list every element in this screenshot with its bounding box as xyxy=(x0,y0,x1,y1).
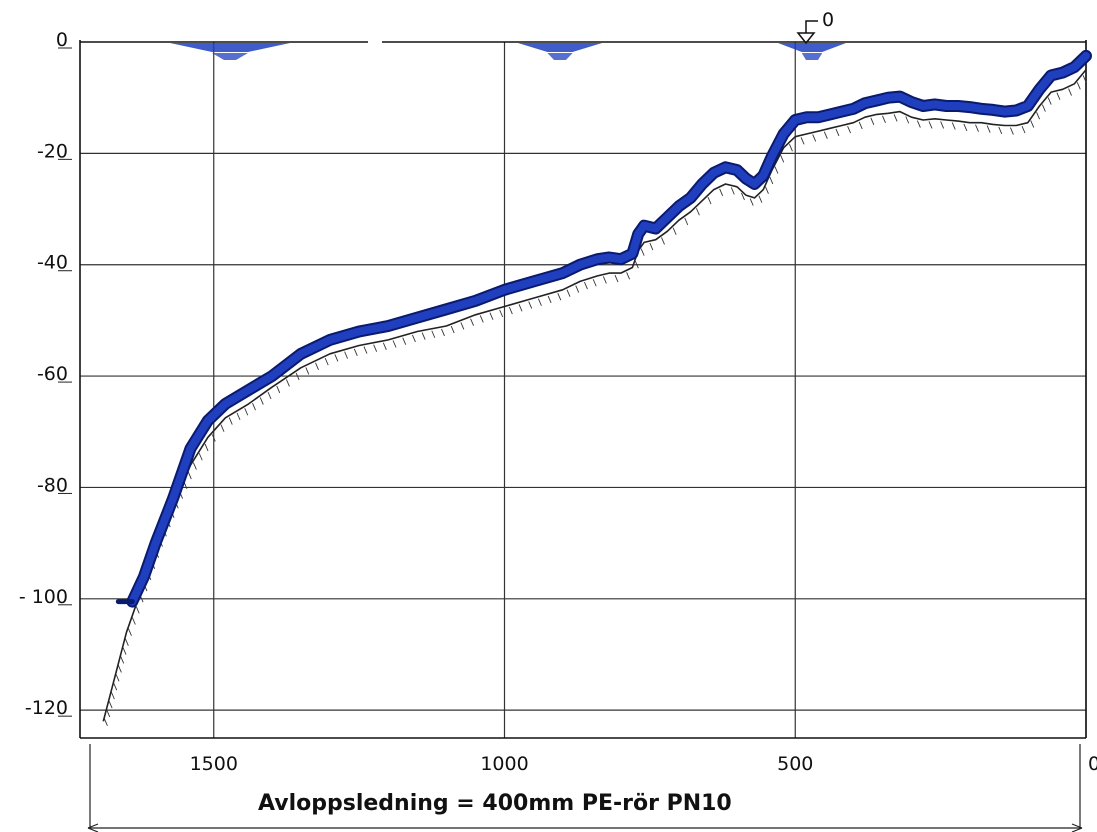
x-tick-label-1: 1000 xyxy=(480,753,528,775)
water-level-label: 0 xyxy=(822,9,834,31)
y-axis-ticks: 0 -20 -40 -60 -80 - 100 -120 xyxy=(19,29,72,719)
water-ripple-2 xyxy=(778,43,846,60)
dimension-arrow-right xyxy=(1071,823,1083,832)
y-tick-label-4: -80 xyxy=(37,474,68,496)
x-tick-label-2: 500 xyxy=(777,753,813,775)
chart-caption: Avloppsledning = 400mm PE-rör PN10 xyxy=(258,791,732,816)
y-tick-label-1: -20 xyxy=(37,140,68,162)
dimension-arrow-left xyxy=(87,823,99,832)
dimension-line xyxy=(87,744,1083,832)
seabed-line xyxy=(102,69,1087,722)
plot-frame xyxy=(79,40,1087,739)
pipeline-profile xyxy=(115,49,1092,608)
water-level-marker: 0 xyxy=(796,9,834,45)
water-level-leader xyxy=(805,20,818,33)
grid xyxy=(80,42,1087,738)
water-ripple-1 xyxy=(518,43,602,60)
seabed-profile xyxy=(102,69,1087,727)
x-tick-label-3: 0 xyxy=(1088,753,1097,775)
x-axis-ticks: 1500 1000 500 0 xyxy=(190,753,1097,775)
seabed-hatching xyxy=(104,75,1087,727)
y-tick-label-5: - 100 xyxy=(19,586,68,608)
y-tick-label-2: -40 xyxy=(37,252,68,274)
water-surface xyxy=(80,41,1086,60)
x-tick-label-0: 1500 xyxy=(190,753,238,775)
pipeline-outline xyxy=(126,49,1092,608)
y-tick-label-3: -60 xyxy=(37,363,68,385)
y-tick-label-0: 0 xyxy=(56,29,68,51)
water-ripple-0 xyxy=(170,43,290,60)
pipeline-line xyxy=(128,51,1090,606)
y-tick-label-6: -120 xyxy=(25,697,68,719)
